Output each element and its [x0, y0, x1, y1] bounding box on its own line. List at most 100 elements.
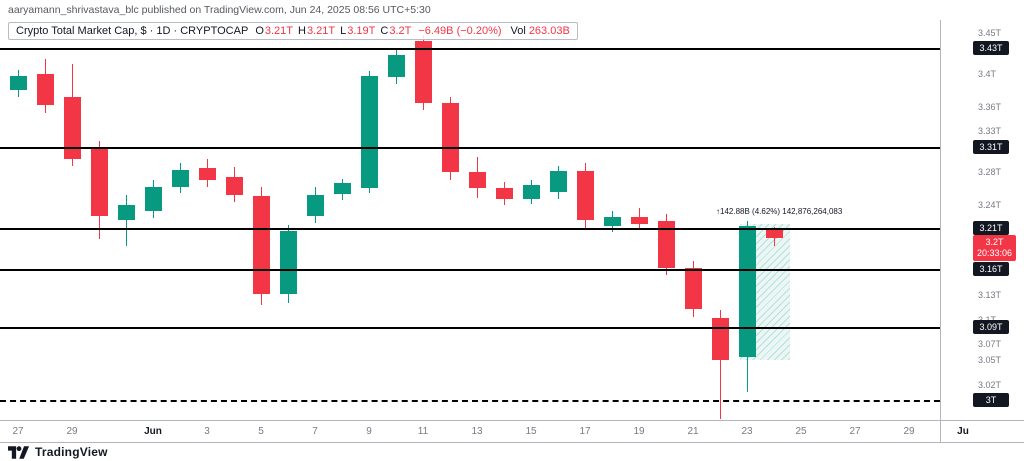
price-line-3.43[interactable]	[0, 48, 940, 51]
time-label: 29	[66, 426, 78, 437]
time-axis[interactable]: 27 29 Jun 3 5 7 9 11 13 15 17 19 21 23 25 27 29 Ju	[0, 420, 1024, 442]
price-line-3.21[interactable]	[0, 228, 940, 231]
candle-wick	[125, 195, 127, 246]
time-label: 5	[258, 426, 264, 437]
candle-jun-20[interactable]	[657, 221, 675, 268]
price-tick: 3.07T	[978, 339, 1002, 350]
candle-jun-23[interactable]	[738, 226, 756, 358]
time-label: 25	[795, 426, 807, 437]
candle-jun-14[interactable]	[495, 187, 513, 200]
price-tick: 3.28T	[978, 167, 1002, 178]
candle-jun-13[interactable]	[468, 172, 486, 188]
candle-may-30[interactable]	[90, 149, 108, 217]
last-price-badge: 3.2T 20:33:06	[973, 234, 1017, 261]
candle-jun-3[interactable]	[198, 168, 216, 181]
price-line-3.16[interactable]	[0, 269, 940, 272]
price-line-3.09[interactable]	[0, 326, 940, 329]
price-tick: 3.36T	[978, 101, 1002, 112]
last-price-value: 3.2T	[985, 236, 1004, 247]
candle-jun-15[interactable]	[522, 185, 540, 200]
candle-jun-1[interactable]	[144, 186, 162, 211]
candle-may-27[interactable]	[9, 75, 27, 91]
price-tick: 3.33T	[978, 126, 1002, 137]
measure-annotation: ↑142.88B (4.62%) 142,876,264,083	[716, 207, 843, 216]
time-label: 21	[687, 426, 699, 437]
ohlc-label: O	[255, 25, 264, 37]
candle-may-31[interactable]	[117, 204, 135, 220]
price-tick: 3.05T	[978, 355, 1002, 366]
ohlc-label: C	[380, 25, 389, 37]
price-tick: 3.02T	[978, 379, 1002, 390]
candle-jun-18[interactable]	[603, 217, 621, 227]
price-tick: 3.13T	[978, 289, 1002, 300]
time-label: 19	[633, 426, 645, 437]
symbol-title[interactable]: Crypto Total Market Cap, $ · 1D · CRYPTO…	[16, 25, 249, 37]
candle-jun-7[interactable]	[306, 195, 324, 217]
price-tick: 3.24T	[978, 199, 1002, 210]
candle-wick	[719, 309, 721, 420]
time-label: 29	[903, 426, 915, 437]
ohlc-label: H	[298, 25, 306, 37]
candle-jun-22[interactable]	[711, 317, 729, 360]
candle-jun-19[interactable]	[630, 217, 648, 224]
change-value: −6.49B (−0.20%)	[418, 25, 502, 37]
price-line-badge: 3.16T	[973, 262, 1009, 277]
price-tick: 3.45T	[978, 28, 1002, 38]
candle-may-28[interactable]	[36, 73, 54, 106]
ohlc-values: O 3.21T H 3.21T L 3.19T C 3.2T	[255, 25, 411, 37]
volume-label: Vol	[510, 25, 526, 37]
price-line-3.31[interactable]	[0, 146, 940, 149]
ohlc-value: 3.2T	[389, 25, 412, 37]
candle-jun-16[interactable]	[549, 171, 567, 192]
candle-jun-5[interactable]	[252, 195, 270, 295]
ohlc-value: 3.21T	[306, 25, 336, 37]
candle-jun-24[interactable]	[765, 229, 783, 238]
published-text: aaryamann_shrivastava_blc published on T…	[8, 4, 431, 16]
candle-jun-2[interactable]	[171, 169, 189, 187]
candle-jun-10[interactable]	[387, 55, 405, 78]
time-label: 27	[849, 426, 861, 437]
published-header: aaryamann_shrivastava_blc published on T…	[8, 4, 431, 16]
candle-jun-6[interactable]	[279, 231, 297, 295]
volume-value: 263.03B	[528, 25, 570, 37]
candle-jun-4[interactable]	[225, 177, 243, 196]
price-line-3[interactable]	[0, 400, 940, 403]
candle-jun-21[interactable]	[684, 267, 702, 309]
candle-jun-8[interactable]	[333, 182, 351, 195]
time-label: 3	[204, 426, 210, 437]
footer-separator	[0, 442, 1024, 443]
time-label: 15	[525, 426, 537, 437]
price-tick: 3.1T	[978, 315, 996, 325]
tradingview-logo-icon[interactable]	[8, 445, 30, 459]
time-label: Jun	[144, 426, 162, 437]
ohlc-value: 3.19T	[347, 25, 376, 37]
time-label: 13	[471, 426, 483, 437]
candle-jun-12[interactable]	[441, 103, 459, 173]
price-line-badge: 3.31T	[973, 139, 1009, 154]
chart-legend[interactable]: Crypto Total Market Cap, $ · 1D · CRYPTO…	[8, 22, 578, 40]
price-tick: 3.4T	[978, 68, 997, 79]
price-line-badge: 3T	[973, 393, 1009, 408]
tradingview-logo-text[interactable]: TradingView	[35, 445, 108, 459]
ohlc-value: 3.21T	[264, 25, 294, 37]
price-line-badge: 3.09T	[973, 319, 1009, 334]
price-axis-separator	[940, 20, 941, 442]
price-line-badge: 3.43T	[973, 41, 1009, 56]
time-label: 9	[366, 426, 372, 437]
candle-jun-11[interactable]	[414, 41, 432, 104]
price-line-badge: 3.21T	[973, 221, 1009, 236]
candle-may-29[interactable]	[63, 96, 81, 160]
price-axis[interactable]: 3.45T3.4T3.36T3.33T3.28T3.24T3.13T3.1T3.…	[940, 20, 1024, 442]
candle-jun-9[interactable]	[360, 75, 378, 188]
time-label: 11	[417, 426, 429, 437]
candle-jun-17[interactable]	[576, 171, 594, 221]
time-axis-separator	[0, 420, 1024, 421]
ohlc-label: L	[340, 25, 347, 37]
time-label: 7	[312, 426, 318, 437]
time-label: 17	[579, 426, 591, 437]
time-label: 27	[12, 426, 24, 437]
time-label: 23	[741, 426, 753, 437]
time-label: Ju	[957, 426, 969, 437]
bar-countdown: 20:33:06	[977, 247, 1013, 258]
